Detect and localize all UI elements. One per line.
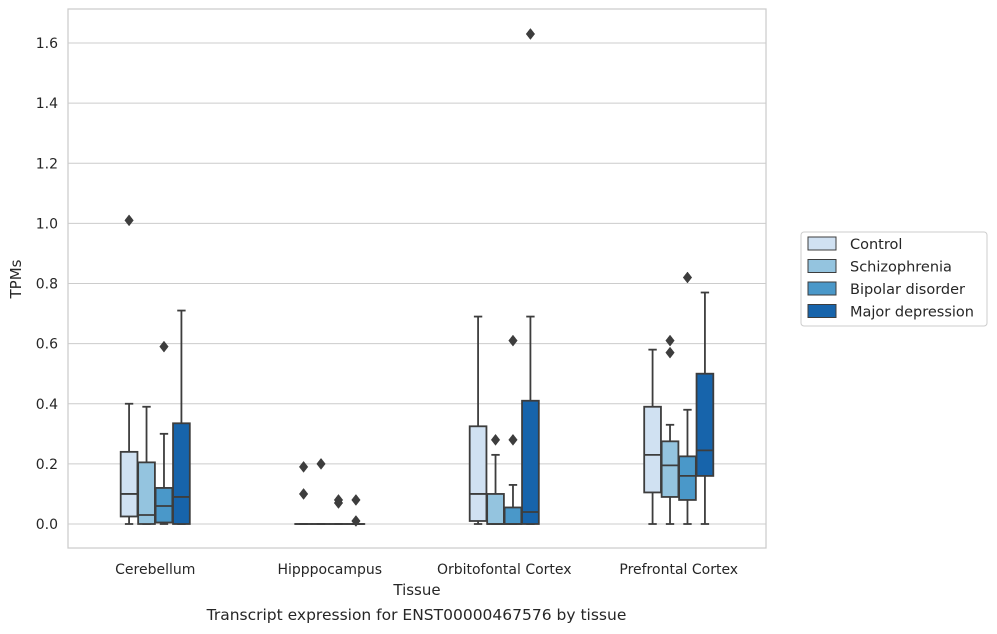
outlier-marker (298, 460, 309, 473)
outlier-marker (665, 334, 675, 347)
legend: Control Schizophrenia Bipolar disorder Majo… (800, 231, 988, 327)
outlier-marker (333, 494, 344, 506)
y-tick-label: 0.2 (36, 457, 58, 473)
y-tick-labels: 0.0 0.2 0.4 0.6 0.8 1.0 1.2 1.4 1.6 (36, 36, 58, 533)
box-body (119, 450, 139, 518)
box-body (486, 493, 505, 525)
outlier-marker (351, 494, 361, 506)
box (660, 334, 680, 525)
x-tick-label: Orbitofontal Cortex (437, 562, 572, 578)
outlier-marker (490, 433, 501, 446)
box (678, 271, 697, 525)
box (468, 315, 488, 525)
box-body (468, 425, 488, 522)
outlier-marker (665, 346, 675, 359)
box (137, 405, 156, 525)
box (119, 214, 139, 525)
y-tick-label: 1.4 (36, 96, 58, 112)
x-tick-label: Prefrontal Cortex (619, 562, 738, 578)
legend-swatch (807, 236, 837, 251)
x-tick-label: Cerebellum (115, 562, 195, 578)
box-body (678, 455, 697, 501)
y-tick-label: 0.8 (36, 277, 58, 293)
y-tick-label: 0.4 (36, 397, 58, 413)
legend-frame (800, 231, 988, 327)
outlier-marker (351, 515, 361, 527)
y-tick-label: 1.0 (36, 216, 58, 232)
outlier-marker (316, 457, 326, 470)
outlier-marker (159, 340, 169, 353)
legend-swatch (807, 281, 837, 296)
box (346, 494, 366, 527)
box (294, 460, 313, 525)
box (154, 340, 174, 525)
y-tick-label: 0.6 (36, 337, 58, 353)
box-body (660, 440, 680, 498)
box (521, 28, 540, 525)
outlier-marker (508, 334, 518, 347)
box (695, 291, 715, 525)
outlier-marker (124, 214, 134, 227)
legend-label: Control (850, 237, 902, 253)
legend-label: Major depression (850, 305, 974, 321)
outlier-marker (525, 28, 536, 40)
box-body (695, 372, 715, 477)
legend-label: Schizophrenia (850, 260, 952, 276)
box (329, 494, 348, 525)
legend-label: Bipolar disorder (850, 282, 965, 298)
box-body (503, 506, 523, 525)
y-tick-label: 1.6 (36, 36, 58, 52)
box (486, 433, 505, 525)
x-tick-label: Hipppocampus (277, 562, 382, 578)
box (643, 348, 662, 525)
box-body (172, 422, 191, 525)
y-tick-label: 0.0 (36, 517, 58, 533)
x-axis-label: Tissue (392, 581, 440, 599)
figure-caption: Transcript expression for ENST0000046757… (206, 606, 627, 624)
box-body (521, 399, 540, 525)
box-body (643, 405, 662, 494)
y-tick-label: 1.2 (36, 156, 58, 172)
box (172, 309, 191, 525)
box (503, 334, 523, 525)
outlier-marker (682, 271, 693, 284)
legend-swatch (807, 304, 837, 318)
y-axis-label: TPMs (7, 259, 25, 299)
outlier-marker (298, 488, 309, 500)
box-groups (119, 28, 715, 527)
legend-swatch (807, 259, 837, 273)
plot-frame (67, 8, 767, 549)
box (311, 457, 331, 525)
outlier-marker (508, 433, 518, 446)
x-tick-labels: Cerebellum Hipppocampus Orbitofontal Corte… (115, 562, 738, 578)
